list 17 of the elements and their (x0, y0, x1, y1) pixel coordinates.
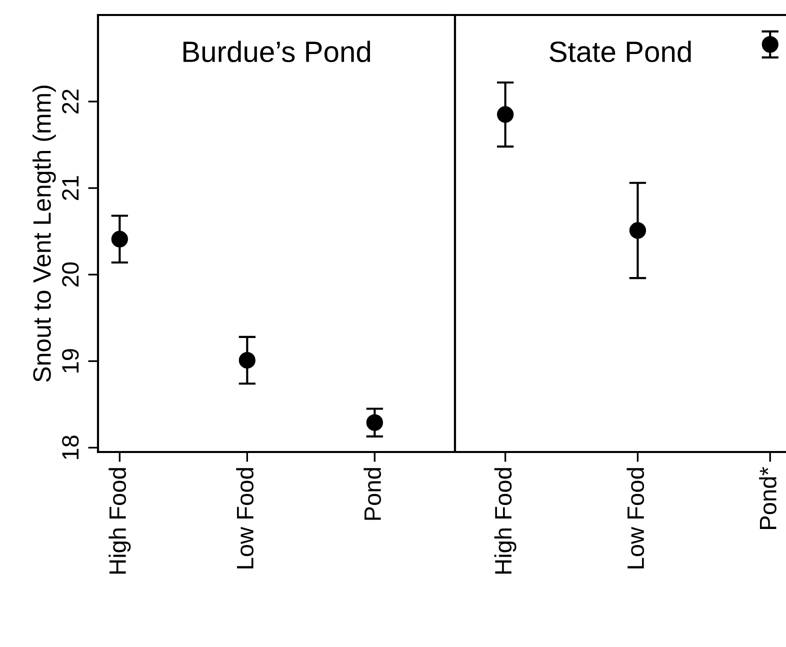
point (111, 230, 128, 248)
x-tick-label: Pond* (759, 466, 776, 529)
text: State Pond (550, 40, 691, 62)
x-tick-label: High Food (494, 468, 516, 574)
x-tick-label: Pond (364, 468, 382, 520)
y-tick-label: 19 (62, 349, 79, 372)
x-tick-label: High Food (108, 468, 131, 574)
y-tick-label: 20 (62, 262, 79, 287)
point (238, 352, 256, 369)
y-axis-title: Snout to Vent Length (mm) (32, 86, 56, 382)
y-tick-label: 18 (62, 436, 79, 460)
y-tick-label: 22 (62, 90, 79, 114)
x-tick-label: Low Food (236, 468, 254, 568)
y-tick-label: 21 (62, 176, 79, 200)
text: Burdue’s Pond (183, 40, 370, 62)
point (366, 414, 384, 431)
x-tick-label: Low Food (626, 468, 644, 568)
